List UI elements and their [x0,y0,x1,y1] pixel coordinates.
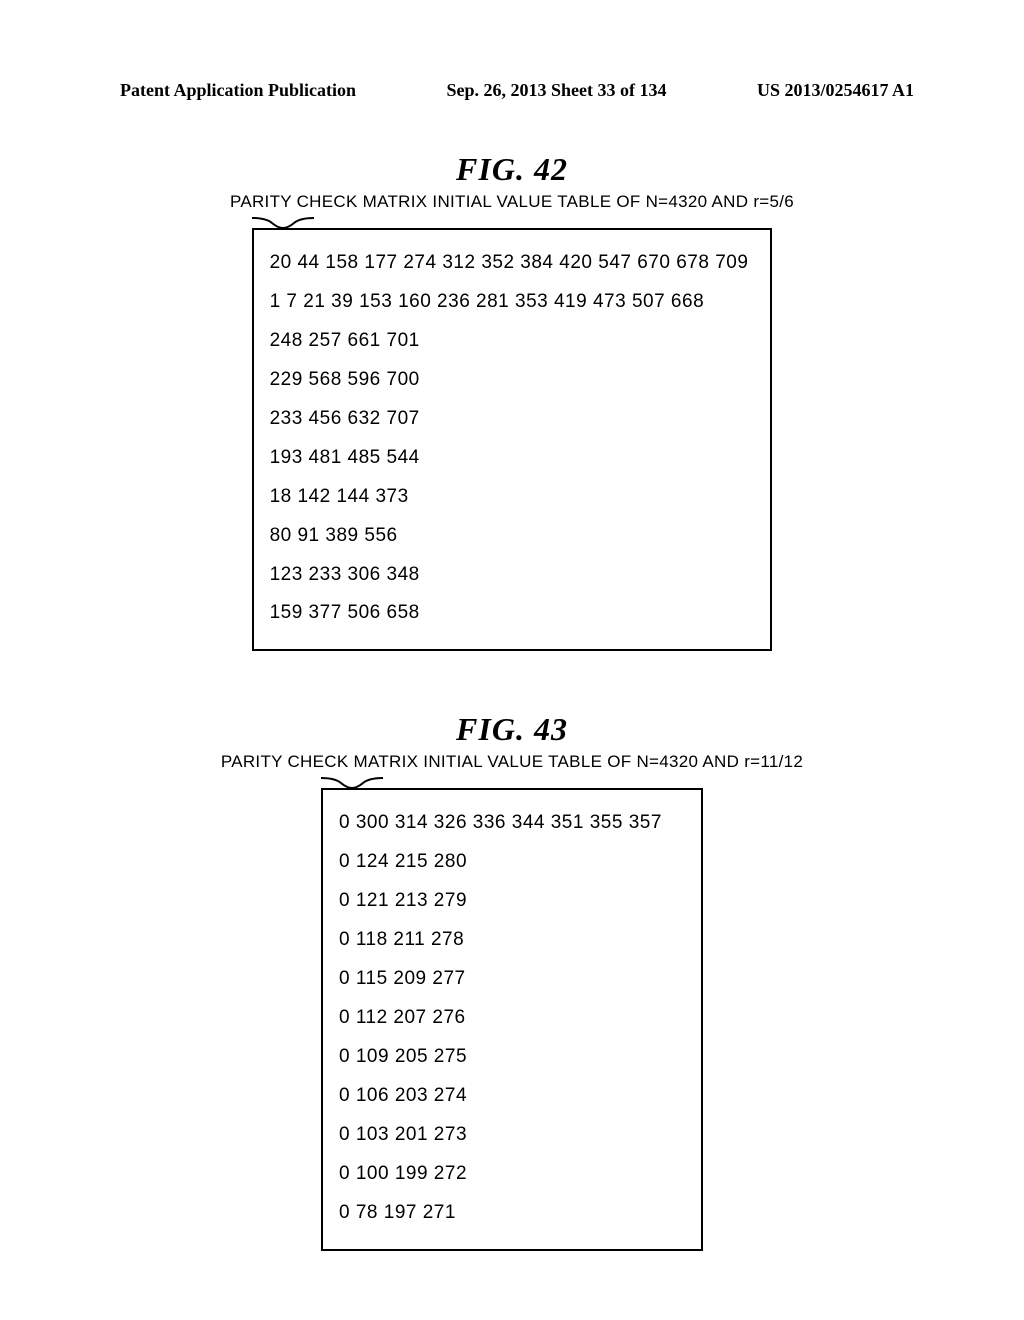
figure-43-data: 0 300 314 326 336 344 351 355 357 0 124 … [321,788,703,1250]
figure-42-data: 20 44 158 177 274 312 352 384 420 547 67… [252,228,773,651]
patent-page: Patent Application Publication Sep. 26, … [0,0,1024,1320]
header-left: Patent Application Publication [120,80,356,101]
figure-43-brace [321,776,703,790]
page-header: Patent Application Publication Sep. 26, … [60,80,964,101]
figure-43-title: FIG. 43 [60,711,964,748]
figure-42-table-wrap: 20 44 158 177 274 312 352 384 420 547 67… [252,216,773,651]
header-center: Sep. 26, 2013 Sheet 33 of 134 [447,80,667,101]
figure-43-caption: PARITY CHECK MATRIX INITIAL VALUE TABLE … [60,752,964,772]
brace-icon [252,216,314,230]
header-right: US 2013/0254617 A1 [757,80,914,101]
figure-42: FIG. 42 PARITY CHECK MATRIX INITIAL VALU… [60,151,964,651]
figure-42-brace [252,216,773,230]
figure-43: FIG. 43 PARITY CHECK MATRIX INITIAL VALU… [60,711,964,1250]
figure-42-caption: PARITY CHECK MATRIX INITIAL VALUE TABLE … [60,192,964,212]
figure-42-title: FIG. 42 [60,151,964,188]
brace-icon [321,776,383,790]
figure-43-table-wrap: 0 300 314 326 336 344 351 355 357 0 124 … [321,776,703,1250]
